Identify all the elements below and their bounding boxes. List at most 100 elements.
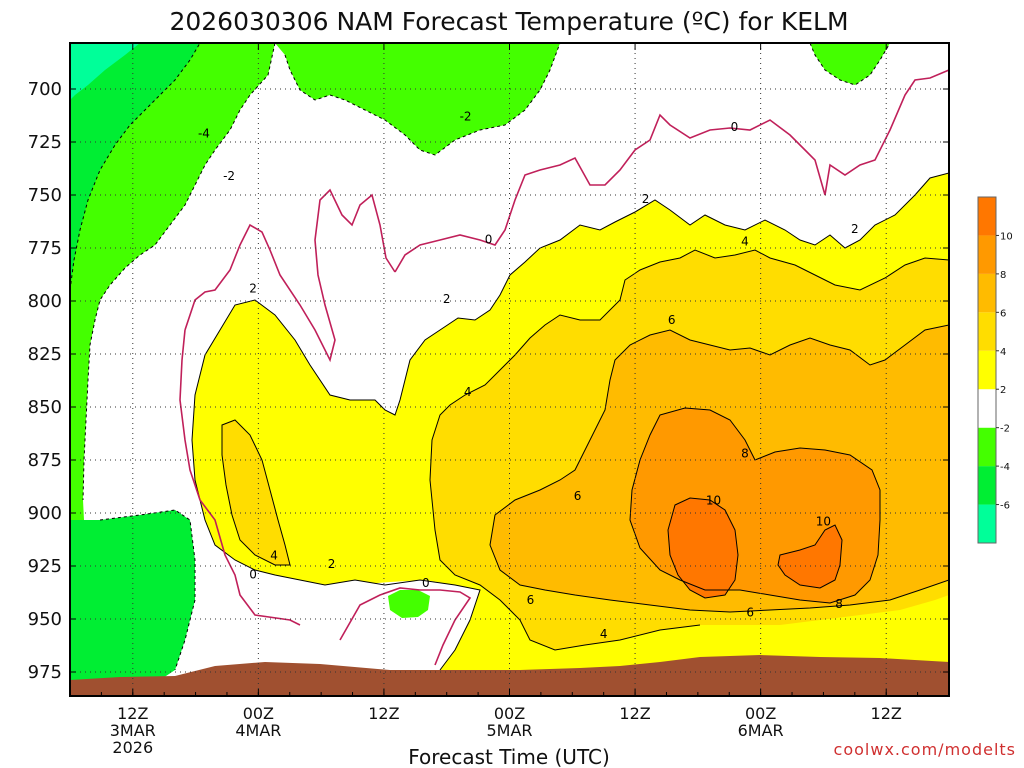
chart-title: 2026030306 NAM Forecast Temperature (ºC)…	[169, 7, 848, 36]
contour-label: 2	[328, 557, 336, 571]
zero-isotherm-lines	[179, 69, 949, 666]
x-tick-label: 4MAR	[235, 721, 281, 740]
isotherm-4-left	[221, 419, 291, 566]
isotherm-minus2-left	[82, 43, 276, 501]
region-above-10-a	[668, 498, 738, 598]
isotherm-2	[191, 172, 949, 671]
colorbar-label: 8	[1000, 270, 1006, 281]
colorbar-swatch	[978, 197, 996, 236]
colorbar-swatch	[978, 235, 996, 274]
isotherm-minus2-top-right	[809, 43, 891, 86]
region-below-minus4-left	[70, 43, 200, 290]
isotherm-8	[629, 407, 881, 604]
contour-label: 10	[706, 493, 721, 507]
contour-label: 0	[485, 233, 493, 247]
contour-label: 6	[746, 606, 754, 620]
y-tick-label: 750	[28, 185, 62, 206]
contour-label: 6	[574, 489, 582, 503]
contour-label: 2	[443, 292, 451, 306]
colorbar-label: -2	[1000, 424, 1010, 435]
contour-label: 10	[816, 514, 831, 528]
contour-label: 6	[527, 593, 535, 607]
x-tick-label: 6MAR	[738, 721, 784, 740]
colorbar-swatch	[978, 427, 996, 467]
colorbar-label: 2	[1000, 385, 1006, 396]
zero-isotherm-upper	[394, 69, 949, 273]
contour-label: -2	[460, 110, 472, 124]
colorbar-label: 4	[1000, 347, 1006, 358]
colorbar-label: -6	[1000, 501, 1010, 512]
y-tick-label: 850	[28, 397, 62, 418]
contour-label: 0	[422, 576, 430, 590]
contour-label: 8	[741, 447, 749, 461]
isotherm-minus2-top	[284, 43, 561, 156]
isotherm-4	[429, 249, 949, 651]
y-tick-label: 875	[28, 450, 62, 471]
region-below-minus2-top	[275, 43, 560, 155]
zero-isotherm-left-dome	[184, 188, 396, 363]
colorbar-swatch	[978, 504, 996, 543]
region-below-minus2-top-right	[810, 43, 890, 85]
colorbar-swatch	[978, 273, 996, 313]
colorbar-label: -4	[1000, 462, 1010, 473]
colorbar-swatch	[978, 350, 996, 390]
isotherm-minus4	[70, 43, 201, 291]
region-below-minus2-left	[70, 43, 275, 696]
contour-label: 8	[835, 597, 843, 611]
x-tick-label: 5MAR	[486, 721, 532, 740]
y-tick-label: 950	[28, 609, 62, 630]
zero-isotherm-left-lower	[179, 329, 301, 626]
contour-label: 6	[668, 313, 676, 327]
colorbar-swatch	[978, 312, 996, 351]
temperature-field	[70, 43, 949, 696]
x-tick-label: 12Z	[619, 704, 650, 723]
colorbar-label: 6	[1000, 308, 1006, 319]
contour-label: 2	[851, 222, 859, 236]
contour-label: 4	[270, 548, 278, 562]
isotherm-10-a	[667, 497, 739, 599]
contour-label: 4	[741, 235, 749, 249]
y-tick-label: 700	[28, 79, 62, 100]
colorbar-label: 10	[1000, 231, 1013, 242]
credit-text: coolwx.com/modelts	[834, 740, 1016, 759]
contour-label: 2	[642, 192, 650, 206]
zero-isotherm-pocket	[339, 587, 472, 666]
y-tick-label: 925	[28, 556, 62, 577]
y-tick-label: 775	[28, 238, 62, 259]
colorbar-swatch	[978, 466, 996, 505]
y-tick-label: 800	[28, 291, 62, 312]
y-tick-label: 975	[28, 662, 62, 683]
x-tick-label: 3MAR	[110, 721, 156, 740]
x-tick-label: 00Z	[745, 704, 776, 723]
x-tick-label: 12Z	[368, 704, 399, 723]
x-axis-label: Forecast Time (UTC)	[408, 745, 610, 768]
contour-label: -2	[223, 169, 235, 183]
y-tick-label: 825	[28, 344, 62, 365]
isotherm-lines	[70, 43, 949, 671]
region-above-10-b	[778, 525, 842, 588]
y-tick-label: 900	[28, 503, 62, 524]
isotherm-6	[489, 324, 949, 613]
region-below-minus6-left	[70, 43, 140, 100]
x-tick-label: 2026	[112, 738, 153, 757]
region-above-4-left	[222, 420, 290, 565]
y-tick-label: 725	[28, 132, 62, 153]
colorbar-frame	[977, 196, 997, 544]
region-below-minus2-pocket	[388, 590, 430, 618]
x-tick-label: 00Z	[243, 704, 274, 723]
contour-label: 4	[600, 627, 608, 641]
terrain	[70, 655, 949, 696]
x-tick-label: 12Z	[871, 704, 902, 723]
x-tick-label: 12Z	[117, 704, 148, 723]
colorbar-legend: -6 -4 -2 2 4 6 8 10	[977, 196, 1013, 544]
contour-label: -4	[198, 127, 210, 141]
isotherm-10-b	[777, 524, 843, 589]
colorbar-swatch	[978, 389, 996, 428]
region-below-minus2-lower-left	[70, 510, 195, 684]
contour-label: 2	[249, 281, 257, 295]
contour-label: 4	[464, 385, 472, 399]
